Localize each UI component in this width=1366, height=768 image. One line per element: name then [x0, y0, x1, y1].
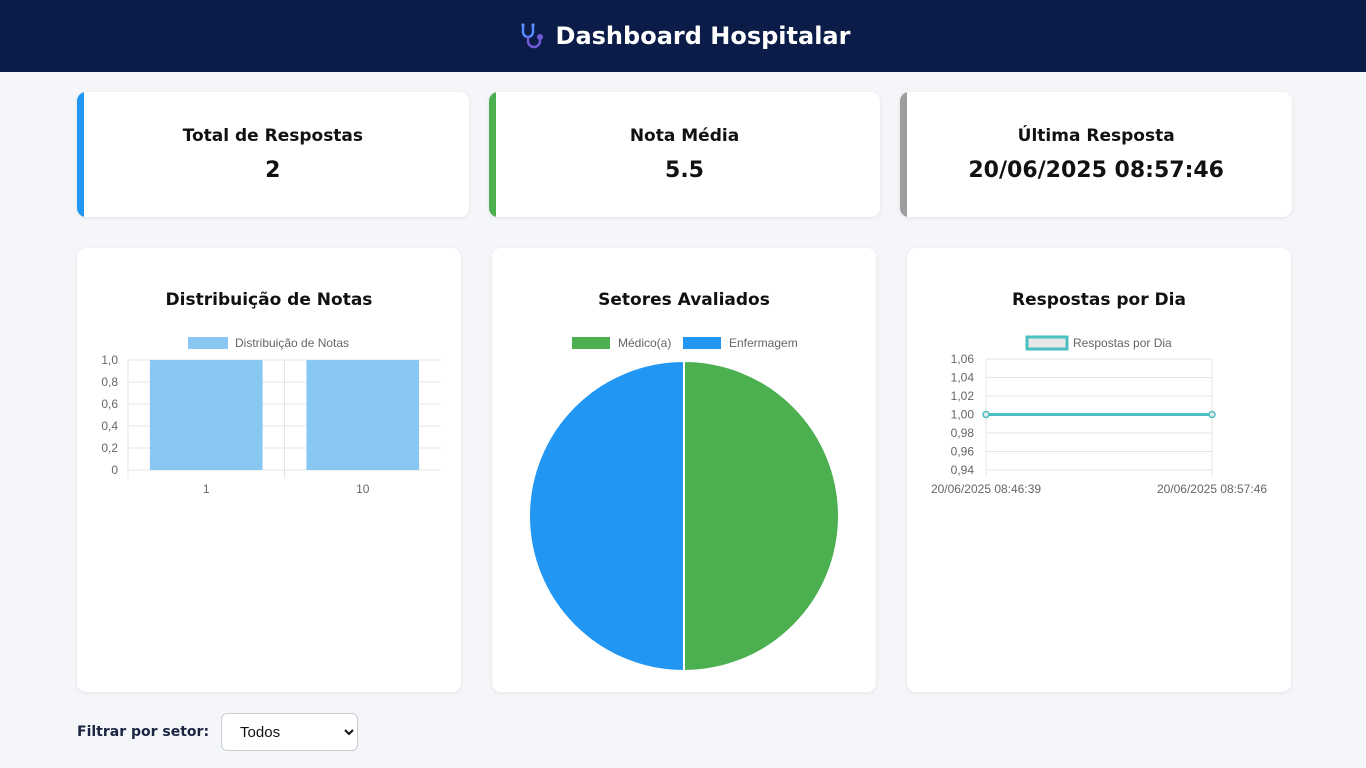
chart-card-distribuicao: Distribuição de Notas Distribuição de No…: [77, 248, 461, 692]
legend-label: Médico(a): [618, 336, 671, 350]
x-tick-label: 1: [203, 482, 210, 496]
y-tick-label: 1,02: [951, 389, 975, 403]
x-tick-label: 20/06/2025 08:46:39: [931, 482, 1041, 496]
bar: [306, 360, 420, 470]
y-tick-label: 1,00: [951, 408, 975, 422]
pie-slice: [528, 359, 685, 673]
y-tick-label: 1,0: [101, 353, 118, 367]
y-tick-label: 0,8: [101, 375, 118, 389]
page-title: Dashboard Hospitalar: [555, 22, 851, 50]
pie-slice: [683, 359, 840, 673]
kpi-label: Nota Média: [629, 126, 740, 146]
data-point: [1208, 410, 1216, 419]
chart-title: Setores Avaliados: [598, 290, 770, 310]
legend-swatch: [188, 337, 228, 349]
legend-swatch: [1025, 335, 1069, 351]
legend-label: Enfermagem: [729, 336, 798, 350]
kpi-ultima-resposta: Última Resposta 20/06/2025 08:57:46: [900, 92, 1293, 217]
legend-label: Respostas por Dia: [1073, 336, 1172, 350]
kpi-total-respostas: Total de Respostas 2: [77, 92, 469, 217]
filter-label: Filtrar por setor:: [77, 724, 210, 740]
chart-title: Respostas por Dia: [1012, 290, 1186, 310]
data-point: [982, 410, 990, 419]
line-chart: Respostas por Dia 1,06 1,04 1,02 1,00 0,98 0,9…: [931, 335, 1267, 496]
bar: [149, 360, 263, 470]
chart-card-setores: Setores Avaliados Médico(a) Enfermagem: [492, 248, 876, 692]
bar-chart: Distribuição de Notas 1,0 0,8 0,6 0,4 0,2 0 1 10: [101, 336, 441, 496]
legend-swatch: [572, 337, 610, 349]
y-tick-label: 0,98: [951, 426, 975, 440]
app-header: Dashboard Hospitalar: [0, 0, 1366, 72]
sector-select[interactable]: Todos: [221, 713, 359, 751]
stethoscope-icon: [520, 23, 543, 49]
x-tick-label: 10: [356, 482, 370, 496]
kpi-nota-media: Nota Média 5.5: [488, 92, 881, 217]
legend-label: Distribuição de Notas: [235, 336, 349, 350]
y-tick-label: 1,04: [951, 371, 975, 385]
y-tick-label: 1,06: [951, 352, 975, 366]
sector-filter: Filtrar por setor: Todos: [77, 713, 359, 751]
kpi-value: 2: [265, 158, 281, 183]
y-tick-label: 0,6: [101, 397, 118, 411]
kpi-value: 5.5: [665, 158, 704, 183]
y-tick-label: 0,94: [951, 463, 975, 477]
y-tick-label: 0,2: [101, 441, 118, 455]
kpi-label: Última Resposta: [1017, 126, 1175, 146]
y-tick-label: 0: [111, 463, 118, 477]
pie-chart: Médico(a) Enfermagem: [528, 336, 840, 673]
legend-swatch: [683, 337, 721, 349]
chart-card-respostas-dia: Respostas por Dia Respostas por Dia 1,06 1…: [907, 248, 1291, 692]
charts-row: Distribuição de Notas Distribuição de No…: [77, 248, 1292, 692]
chart-title: Distribuição de Notas: [165, 290, 373, 310]
kpi-cards: Total de Respostas 2 Nota Média 5.5 Últi…: [77, 92, 1293, 217]
kpi-value: 20/06/2025 08:57:46: [968, 158, 1224, 183]
y-tick-label: 0,4: [101, 419, 118, 433]
y-tick-label: 0,96: [951, 445, 975, 459]
x-tick-label: 20/06/2025 08:57:46: [1157, 482, 1267, 496]
kpi-label: Total de Respostas: [182, 126, 364, 146]
